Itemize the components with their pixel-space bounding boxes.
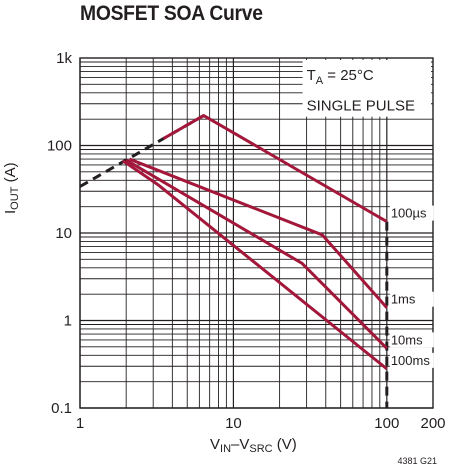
- x-axis-label: VIN–VSRC (V): [210, 436, 297, 455]
- annotation-pulse: SINGLE PULSE: [307, 98, 415, 115]
- series-label-backdrop: [389, 291, 434, 307]
- series-label: 10ms: [391, 332, 423, 347]
- y-tick-label: 100: [47, 138, 72, 155]
- series-line-100µs: [162, 114, 388, 223]
- y-tick-label: 1k: [56, 50, 72, 67]
- series-label-backdrop: [389, 332, 434, 348]
- series-label: 1ms: [391, 292, 416, 307]
- y-tick-label: 0.1: [51, 400, 72, 417]
- x-tick-label: 1: [76, 415, 84, 432]
- dashed-limit-line: [79, 114, 205, 188]
- series-label-backdrop: [389, 205, 434, 221]
- x-tick-label: 100: [374, 415, 399, 432]
- annotation-temperature: TA = 25°C: [307, 67, 374, 87]
- series-label-backdrop: [389, 352, 434, 368]
- y-tick-label: 1: [64, 313, 72, 330]
- chart-title: MOSFET SOA Curve: [80, 2, 263, 25]
- series-line-1ms: [128, 157, 388, 309]
- annotation-backdrop: [302, 60, 431, 117]
- series-label: 100µs: [391, 206, 427, 221]
- x-tick-label: 10: [225, 415, 242, 432]
- series-line-10ms: [125, 158, 388, 350]
- figure-id: 4381 G21: [397, 456, 437, 466]
- plot-frame: [79, 57, 434, 409]
- y-axis-label: IOUT (A): [2, 162, 21, 214]
- x-tick-label: 200: [420, 415, 445, 432]
- series-line-100ms: [121, 159, 388, 371]
- y-tick-label: 10: [55, 225, 72, 242]
- series-label: 100ms: [391, 353, 431, 368]
